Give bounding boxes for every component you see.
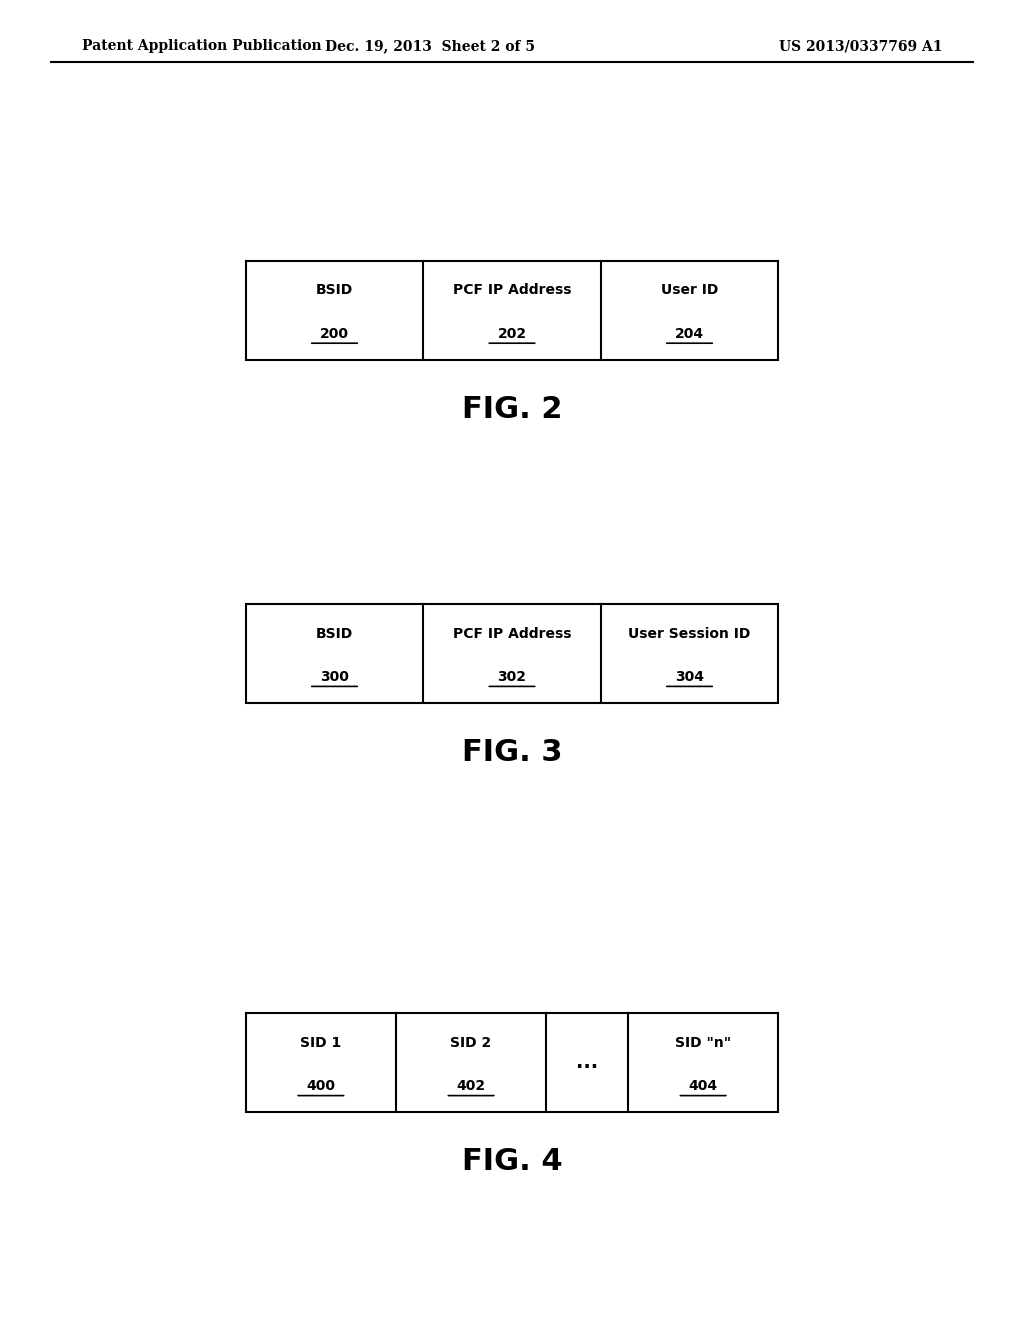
Text: Dec. 19, 2013  Sheet 2 of 5: Dec. 19, 2013 Sheet 2 of 5 — [325, 40, 536, 53]
Text: 204: 204 — [675, 327, 705, 341]
Text: BSID: BSID — [315, 627, 353, 640]
Text: 402: 402 — [457, 1080, 485, 1093]
Text: 404: 404 — [688, 1080, 718, 1093]
Text: FIG. 4: FIG. 4 — [462, 1147, 562, 1176]
Text: User ID: User ID — [660, 284, 718, 297]
Text: SID 2: SID 2 — [451, 1036, 492, 1049]
Bar — [246, 1014, 778, 1111]
Bar — [246, 605, 778, 702]
Text: User Session ID: User Session ID — [629, 627, 751, 640]
Text: BSID: BSID — [315, 284, 353, 297]
Text: SID "n": SID "n" — [675, 1036, 731, 1049]
Text: SID 1: SID 1 — [300, 1036, 341, 1049]
Text: 202: 202 — [498, 327, 526, 341]
Text: FIG. 2: FIG. 2 — [462, 395, 562, 424]
Text: 400: 400 — [306, 1080, 335, 1093]
Text: 200: 200 — [321, 327, 349, 341]
Text: 300: 300 — [321, 671, 349, 684]
Text: FIG. 3: FIG. 3 — [462, 738, 562, 767]
Text: ...: ... — [577, 1053, 598, 1072]
Text: 304: 304 — [675, 671, 703, 684]
Text: 302: 302 — [498, 671, 526, 684]
Bar — [246, 261, 778, 359]
Text: US 2013/0337769 A1: US 2013/0337769 A1 — [778, 40, 942, 53]
Text: Patent Application Publication: Patent Application Publication — [82, 40, 322, 53]
Text: PCF IP Address: PCF IP Address — [453, 627, 571, 640]
Text: PCF IP Address: PCF IP Address — [453, 284, 571, 297]
